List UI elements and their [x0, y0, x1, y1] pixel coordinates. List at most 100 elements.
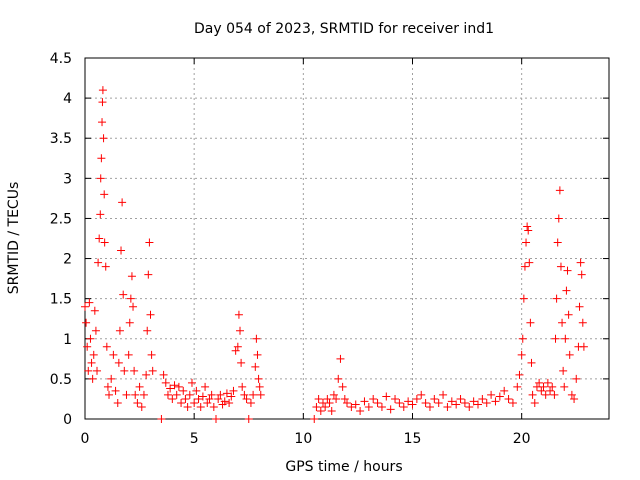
data-point [373, 398, 382, 407]
data-point [316, 406, 325, 415]
y-tick-label: 1 [63, 332, 72, 348]
data-point [395, 398, 404, 407]
data-point [125, 318, 134, 327]
data-point [118, 198, 127, 207]
data-point [312, 402, 321, 411]
data-point [572, 374, 581, 383]
data-point [139, 390, 148, 399]
data-point [504, 394, 513, 403]
data-point [185, 390, 194, 399]
data-point [391, 394, 400, 403]
data-point [131, 390, 140, 399]
data-point [129, 302, 138, 311]
data-point [404, 397, 413, 406]
data-point [87, 358, 96, 367]
data-point [556, 262, 565, 271]
data-point [541, 390, 550, 399]
data-point [254, 374, 263, 383]
data-point [343, 398, 351, 407]
plot-frame [84, 57, 610, 420]
data-point [236, 326, 245, 335]
data-point [115, 326, 124, 335]
data-point [229, 386, 238, 395]
data-point [174, 382, 183, 391]
data-point [119, 290, 128, 299]
data-point [577, 270, 586, 279]
data-point [425, 402, 434, 411]
data-point [338, 382, 347, 391]
y-tick-label: 4 [63, 91, 72, 107]
data-point [227, 392, 236, 401]
data-point [382, 392, 391, 401]
data-point [96, 210, 105, 219]
axis-ticks: 0 0.5 1 1.5 2 2.5 3 3.5 4 4.5 0 5 10 15 20 [50, 51, 609, 447]
data-point [340, 394, 349, 403]
data-point [456, 394, 465, 403]
data-point [234, 310, 243, 319]
data-point [559, 366, 568, 375]
data-points [81, 86, 588, 423]
data-point [434, 398, 443, 407]
data-point [99, 134, 108, 143]
data-point [90, 306, 99, 315]
data-point [93, 366, 102, 375]
data-point [137, 402, 146, 411]
data-point [558, 318, 567, 327]
data-point [323, 394, 332, 403]
data-point [109, 350, 118, 359]
data-point [360, 397, 369, 406]
data-point [143, 326, 152, 335]
data-point [546, 386, 555, 395]
data-point [117, 246, 126, 255]
data-point [88, 374, 97, 383]
data-point [187, 378, 196, 387]
data-point [198, 392, 207, 401]
data-point [145, 238, 154, 247]
data-point [364, 402, 373, 411]
data-point [539, 382, 548, 391]
data-point [369, 394, 378, 403]
x-tick-label: 15 [404, 431, 422, 447]
data-point [327, 406, 336, 415]
data-point [216, 390, 225, 399]
data-point [524, 226, 533, 235]
data-point [527, 358, 536, 367]
x-axis-label: GPS time / hours [285, 459, 402, 475]
data-point [487, 390, 496, 399]
data-point [91, 326, 100, 335]
data-point [552, 294, 561, 303]
data-point [166, 384, 175, 393]
data-point [256, 390, 265, 399]
y-tick-label: 2 [63, 252, 72, 268]
data-point [526, 318, 535, 327]
data-point [113, 398, 122, 407]
data-point [329, 390, 338, 399]
data-point [146, 310, 155, 319]
data-point [220, 397, 229, 406]
data-point [207, 390, 216, 399]
data-point [114, 358, 123, 367]
data-point [474, 400, 482, 409]
data-point [238, 382, 247, 391]
y-axis-label: SRMTID / TECUs [6, 182, 22, 295]
data-point [231, 346, 240, 355]
data-point [310, 415, 319, 423]
data-point [96, 174, 105, 183]
data-point [560, 382, 569, 391]
data-point [535, 378, 544, 387]
data-point [575, 302, 584, 311]
data-point [122, 390, 131, 399]
data-point [86, 334, 95, 343]
data-point [421, 398, 430, 407]
data-point [177, 398, 186, 407]
data-point [120, 366, 129, 375]
data-point [478, 394, 487, 403]
data-point [495, 392, 504, 401]
data-point [356, 406, 365, 415]
data-point [107, 374, 116, 383]
data-point [537, 386, 546, 395]
x-tick-label: 5 [190, 431, 199, 447]
x-tick-label: 20 [513, 431, 531, 447]
data-point [491, 397, 500, 406]
data-point [252, 334, 261, 343]
